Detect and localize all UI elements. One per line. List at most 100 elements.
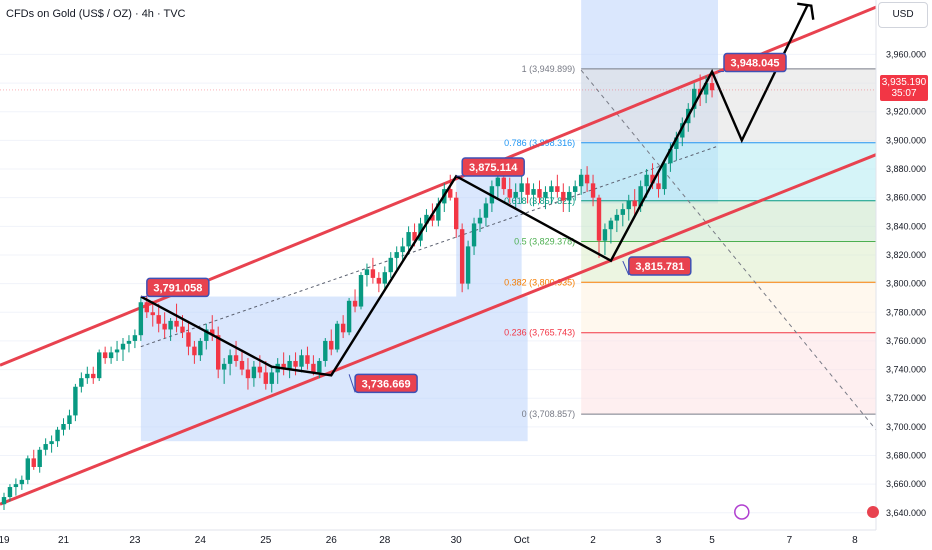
candle-body bbox=[340, 323, 346, 333]
candle-body bbox=[162, 323, 167, 330]
candle-body bbox=[335, 323, 340, 350]
price-callout bbox=[723, 52, 787, 73]
price-tick-label: 3,960.000 bbox=[886, 49, 926, 59]
price-callout-label: 3,791.058 bbox=[153, 282, 202, 294]
candle-body bbox=[293, 360, 298, 367]
candle-body bbox=[638, 186, 643, 207]
price-tick-label: 3,820.000 bbox=[886, 250, 926, 260]
candle-body bbox=[346, 300, 352, 333]
candle-body bbox=[97, 352, 102, 379]
time-tick-label: 26 bbox=[326, 535, 338, 546]
candle-body bbox=[1, 497, 7, 505]
time-tick-label: 25 bbox=[260, 535, 272, 546]
candle-body bbox=[543, 191, 548, 198]
price-tick-label: 3,720.000 bbox=[886, 393, 926, 403]
fib-level-label: 0.382 (3,800.935) bbox=[504, 277, 575, 287]
price-callout bbox=[628, 256, 692, 276]
candle-body bbox=[120, 343, 126, 350]
candle-body bbox=[537, 189, 542, 198]
candle-body bbox=[269, 372, 274, 384]
time-tick-label: 7 bbox=[787, 535, 793, 546]
candle-body bbox=[400, 246, 405, 253]
candle-body bbox=[358, 275, 364, 307]
candle-body bbox=[632, 200, 637, 207]
price-tick-label: 3,760.000 bbox=[886, 336, 926, 346]
fibonacci-retracement: 1 (3,949.899)0.786 (3,898.316)0.618 (3,8… bbox=[504, 64, 877, 431]
fib-level-label: 0.786 (3,898.316) bbox=[504, 138, 575, 148]
price-callout-label: 3,948.045 bbox=[731, 58, 780, 70]
candle-body bbox=[239, 360, 245, 370]
current-price-tag: 3,935.190 35:07 bbox=[880, 75, 928, 101]
candle-body bbox=[204, 329, 209, 341]
candle-body bbox=[168, 320, 173, 330]
fib-zone bbox=[581, 241, 876, 283]
candle-body bbox=[19, 479, 25, 485]
candle-body bbox=[49, 441, 54, 445]
price-axis[interactable]: 3,640.000 3,660.000 3,680.000 3,700.000 3,72… bbox=[0, 0, 926, 530]
candle-body bbox=[656, 183, 661, 190]
fib-level-label: 0 (3,708.857) bbox=[522, 409, 576, 419]
candle-body bbox=[590, 183, 596, 198]
candle-body bbox=[459, 229, 465, 284]
candle-body bbox=[37, 449, 42, 467]
candle-body bbox=[519, 183, 524, 192]
currency-button[interactable]: USD bbox=[878, 2, 928, 28]
candle-body bbox=[138, 302, 144, 336]
candle-body bbox=[364, 269, 370, 276]
candle-body bbox=[7, 487, 13, 498]
candle-body bbox=[287, 360, 292, 370]
candle-body bbox=[55, 429, 60, 442]
price-tick-label: 3,700.000 bbox=[886, 422, 926, 432]
candle-body bbox=[126, 340, 132, 344]
candle-body bbox=[186, 332, 191, 347]
time-axis[interactable]: 19 21 23 24 25 26 28 30 Oct 2 3 5 7 8 bbox=[0, 504, 879, 546]
candle-body bbox=[382, 272, 387, 284]
fib-zone bbox=[581, 282, 876, 333]
candle-body bbox=[227, 355, 233, 364]
candle-body bbox=[501, 177, 506, 190]
candle-body bbox=[412, 232, 417, 241]
chart-title: CFDs on Gold (US$ / OZ) · 4h · TVC bbox=[6, 8, 186, 20]
candle-body bbox=[388, 257, 393, 273]
us-flag-icon bbox=[867, 506, 879, 518]
candle-body bbox=[79, 378, 84, 387]
countdown-timer: 35:07 bbox=[891, 88, 917, 99]
candle-body bbox=[43, 444, 48, 450]
time-tick-label: 28 bbox=[379, 535, 391, 546]
candle-body bbox=[251, 366, 257, 379]
fib-level-label: 0.5 (3,829.378) bbox=[514, 237, 575, 247]
time-tick-label: 5 bbox=[709, 535, 715, 546]
price-callout-label: 3,736.669 bbox=[362, 378, 411, 390]
candle-body bbox=[245, 369, 251, 379]
candle-body bbox=[561, 191, 566, 201]
candle-body bbox=[608, 220, 614, 230]
candle-body bbox=[507, 189, 512, 198]
price-callout bbox=[461, 157, 525, 177]
candle-body bbox=[406, 232, 411, 247]
price-callouts: 3,791.058 3,736.669 3,875.114 3,815.781 3,94… bbox=[140, 52, 787, 394]
candle-body bbox=[150, 312, 155, 316]
time-tick-label: Oct bbox=[514, 535, 530, 546]
price-callout bbox=[354, 373, 418, 394]
candle-body bbox=[692, 88, 697, 109]
candle-body bbox=[323, 340, 328, 361]
price-tick-label: 3,780.000 bbox=[886, 307, 926, 317]
fib-trend-line bbox=[580, 69, 877, 431]
current-price-value: 3,935.190 bbox=[881, 77, 927, 88]
fib-zone bbox=[581, 332, 876, 415]
candle-body bbox=[144, 302, 149, 313]
candle-body bbox=[555, 186, 560, 192]
price-tick-label: 3,900.000 bbox=[886, 135, 926, 145]
candlesticks bbox=[1, 71, 715, 510]
candle-body bbox=[525, 183, 530, 195]
time-tick-label: 2 bbox=[590, 535, 596, 546]
candle-body bbox=[198, 340, 203, 356]
candle-body bbox=[620, 209, 625, 215]
candle-body bbox=[531, 189, 536, 195]
candle-body bbox=[192, 346, 197, 356]
candle-body bbox=[644, 174, 649, 187]
candle-body bbox=[31, 458, 36, 467]
candle-body bbox=[281, 363, 286, 370]
time-tick-label: 24 bbox=[195, 535, 207, 546]
